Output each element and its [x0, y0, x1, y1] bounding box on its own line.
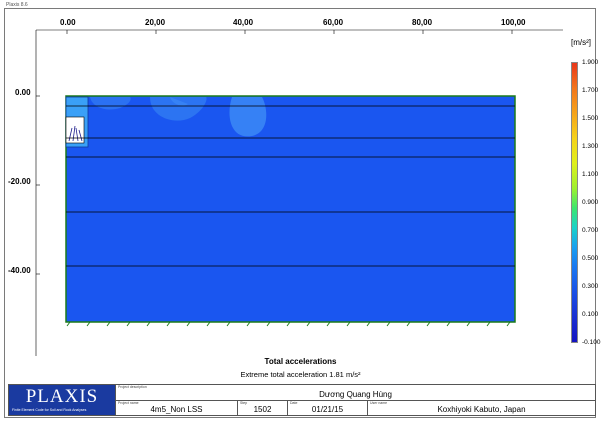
user-value: Koxhiyoki Kabuto, Japan — [437, 405, 526, 414]
legend-value: 1.700 — [582, 87, 599, 94]
logo-subtitle: Finite Element Code for Soil and Rock An… — [12, 408, 87, 412]
legend-value: 0.300 — [582, 283, 599, 290]
x-tick-label: 80,00 — [412, 18, 433, 27]
accel-zone — [229, 97, 267, 137]
plaxis-logo: PLAXIS Finite Element Code for Soil and … — [9, 385, 116, 415]
x-tick-label: 60,00 — [323, 18, 344, 27]
title-row-info: Project name 4m5_Non LSS Step 1502 Date … — [116, 401, 595, 415]
accel-zone — [150, 97, 207, 121]
soil-domain — [65, 95, 516, 323]
date-label: Date — [290, 401, 298, 405]
x-tick-label: 100,00 — [501, 18, 526, 27]
project-name-label: Project name — [118, 401, 139, 405]
fixity-marks — [66, 321, 515, 327]
legend-value: 1.100 — [582, 171, 599, 178]
legend-value: -0.100 — [582, 339, 601, 346]
x-tick-label: 40,00 — [233, 18, 254, 27]
app-title: Plaxis 8.6 — [6, 2, 28, 8]
layer-lines — [66, 105, 515, 267]
legend-value: 0.700 — [582, 227, 599, 234]
user-label: User name — [370, 401, 388, 405]
title-block: PLAXIS Finite Element Code for Soil and … — [8, 384, 596, 416]
legend-unit: [m/s²] — [571, 38, 591, 47]
accel-zone — [170, 97, 188, 106]
title-row-description: Project description Dương Quang Hùng — [116, 385, 595, 401]
y-tick-label: -20.00 — [8, 177, 31, 186]
step-label: Step — [240, 401, 248, 405]
legend-value: 0.900 — [582, 199, 599, 206]
step-value: 1502 — [253, 405, 272, 414]
legend-value: 1.300 — [582, 143, 599, 150]
y-tick-label: 0.00 — [15, 88, 31, 97]
plot-frame — [4, 8, 596, 418]
project-name: 4m5_Non LSS — [150, 405, 203, 414]
legend-value: 0.100 — [582, 311, 599, 318]
x-tick-label: 20,00 — [145, 18, 166, 27]
date-value: 01/21/15 — [311, 405, 344, 414]
legend-value: 1.900 — [582, 59, 599, 66]
plot-title: Total accelerations — [264, 357, 337, 366]
excavation-inner — [65, 116, 85, 144]
x-tick-label: 0.00 — [60, 18, 76, 27]
legend-value: 0.500 — [582, 255, 599, 262]
project-description-label: Project description — [118, 385, 147, 389]
ruler — [35, 29, 563, 356]
legend-colorbar — [571, 62, 578, 343]
legend-value: 1.500 — [582, 115, 599, 122]
plot-subtitle: Extreme total acceleration 1.81 m/s² — [240, 370, 361, 379]
support-struts — [68, 125, 83, 142]
logo-text: PLAXIS — [25, 386, 99, 407]
y-tick-label: -40.00 — [8, 266, 31, 275]
project-description: Dương Quang Hùng — [319, 390, 392, 399]
